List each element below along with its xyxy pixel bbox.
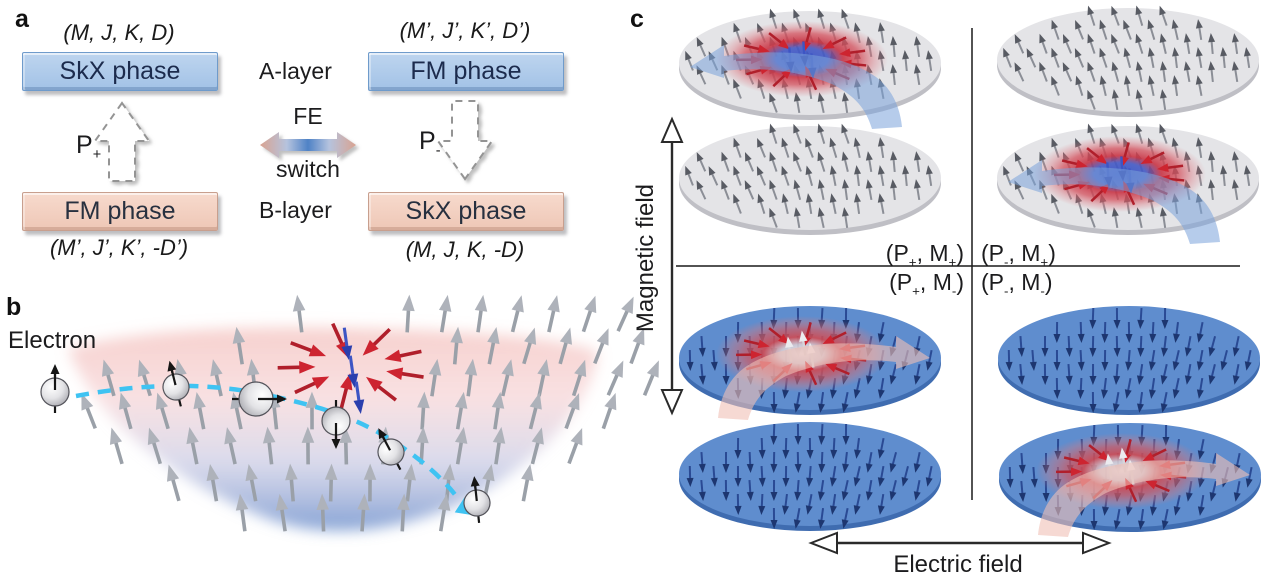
in-plane-polarization-arrow-icon (1038, 453, 1250, 537)
gray-magnet-disk (679, 123, 941, 235)
electric-field-axis-arrow-icon (808, 531, 1112, 555)
gray-magnet-disk (997, 5, 1259, 117)
blue-magnet-disk (679, 306, 941, 420)
electron-sphere (377, 428, 405, 471)
blue-magnet-disk (999, 423, 1261, 537)
in-plane-polarization-arrow-icon (718, 336, 930, 420)
params-bottom-left: (M’, J’, K’, -D’) (49, 235, 189, 260)
fm-phase-box-b-layer: FM phase (22, 192, 218, 231)
params-top-left: (M, J, K, D) (63, 20, 175, 45)
params-bottom-right: (M, J, K, -D) (405, 237, 525, 262)
phase-quadrant-disks (679, 5, 1261, 537)
blue-magnet-disk (998, 306, 1260, 415)
magnetic-field-axis-label: Magnetic field (632, 184, 659, 333)
electron-sphere (463, 476, 491, 524)
gray-magnet-disk (679, 8, 941, 129)
electron-label: Electron (8, 327, 97, 354)
panel-a-label: a (15, 5, 29, 33)
quadrant-label-p-minus-m-plus: (P-, M+) (981, 240, 1056, 270)
electron-sphere (232, 381, 287, 417)
skx-phase-box-a-layer: SkX phase (22, 52, 218, 91)
electron-sphere (40, 364, 70, 413)
fe-label: FE (293, 103, 323, 129)
quadrant-label-p-minus-m-minus: (P-, M-) (981, 269, 1053, 299)
p-plus-label: P+ (76, 131, 102, 163)
quadrant-label-p-plus-m-minus: (P+, M-) (889, 269, 964, 299)
switch-label: switch (276, 156, 340, 182)
electric-field-axis-label: Electric field (893, 551, 1023, 578)
magnetic-field-axis-arrow-icon (660, 116, 684, 416)
gray-magnet-disk (997, 123, 1259, 244)
electron-sphere (162, 360, 190, 407)
p-plus-dashed-up-arrow-icon (93, 101, 151, 182)
a-layer-label: A-layer (259, 58, 332, 84)
p-minus-dashed-down-arrow-icon (436, 100, 494, 181)
params-top-right: (M’, J’, K’, D’) (399, 18, 531, 43)
quadrant-divider-lines (676, 28, 1240, 500)
electron-sphere (321, 400, 351, 449)
in-plane-polarization-arrow-icon (690, 45, 902, 129)
p-minus-label: P- (419, 127, 441, 159)
panel-b-label: b (6, 293, 22, 321)
in-plane-polarization-arrow-icon (1008, 160, 1220, 244)
panel-c-label: c (630, 5, 644, 33)
skx-phase-box-b-layer: SkX phase (368, 192, 564, 231)
b-layer-label: B-layer (259, 197, 332, 223)
electron-over-skyrmion-illustration (40, 294, 659, 532)
blue-magnet-disk (679, 422, 941, 531)
fe-switch-double-arrow-icon (260, 132, 356, 158)
quadrant-label-p-plus-m-plus: (P+, M+) (885, 240, 964, 270)
fm-phase-box-a-layer: FM phase (368, 52, 564, 91)
